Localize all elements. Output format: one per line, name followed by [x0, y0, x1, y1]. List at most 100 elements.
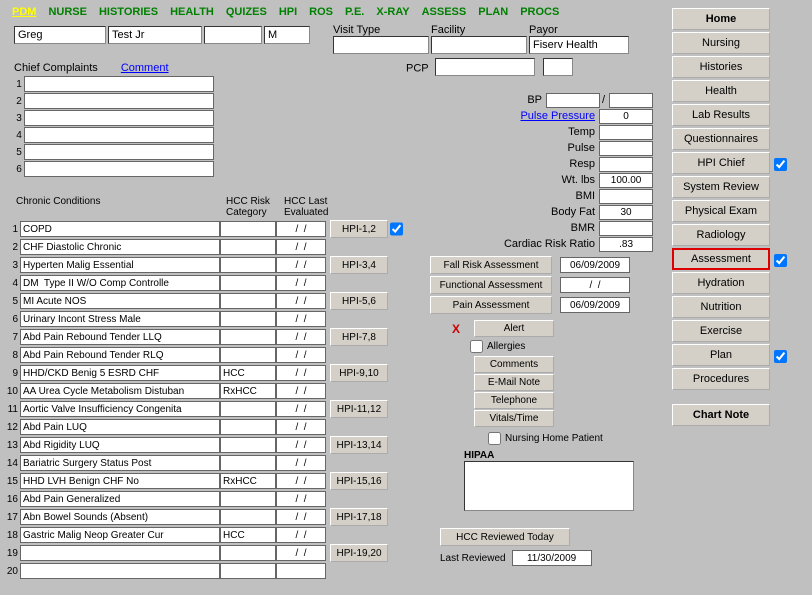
chronic-eval-12[interactable] — [276, 419, 326, 435]
comm-btn-alert[interactable]: Alert — [474, 320, 554, 337]
chronic-cond-17[interactable] — [20, 509, 220, 525]
chronic-cond-20[interactable] — [20, 563, 220, 579]
vital-input-5[interactable] — [599, 173, 653, 188]
rightbar-system-review[interactable]: System Review — [672, 176, 770, 198]
chronic-hcc-7[interactable] — [220, 329, 276, 345]
assess-btn-0[interactable]: Fall Risk Assessment — [430, 256, 552, 274]
rightbar-procedures[interactable]: Procedures — [672, 368, 770, 390]
chronic-hcc-15[interactable] — [220, 473, 276, 489]
chronic-hcc-12[interactable] — [220, 419, 276, 435]
rightbar-chart-note[interactable]: Chart Note — [672, 404, 770, 426]
rightbar-nursing[interactable]: Nursing — [672, 32, 770, 54]
hpi-button-HPI-11,12[interactable]: HPI-11,12 — [330, 400, 388, 418]
assess-date-1[interactable] — [560, 277, 630, 293]
chronic-eval-10[interactable] — [276, 383, 326, 399]
chronic-cond-16[interactable] — [20, 491, 220, 507]
payor[interactable] — [529, 36, 629, 54]
assess-date-2[interactable] — [560, 297, 630, 313]
patient-last[interactable] — [108, 26, 202, 44]
nav-plan[interactable]: PLAN — [474, 4, 512, 20]
nav-histories[interactable]: HISTORIES — [95, 4, 162, 20]
rightbar-chk-10[interactable] — [774, 254, 787, 267]
hpi-button-HPI-19,20[interactable]: HPI-19,20 — [330, 544, 388, 562]
chronic-hcc-20[interactable] — [220, 563, 276, 579]
chronic-cond-4[interactable] — [20, 275, 220, 291]
chronic-eval-11[interactable] — [276, 401, 326, 417]
chronic-cond-3[interactable] — [20, 257, 220, 273]
chronic-cond-2[interactable] — [20, 239, 220, 255]
chronic-eval-4[interactable] — [276, 275, 326, 291]
chronic-hcc-11[interactable] — [220, 401, 276, 417]
chronic-eval-3[interactable] — [276, 257, 326, 273]
chronic-hcc-4[interactable] — [220, 275, 276, 291]
vital-input-3[interactable] — [599, 141, 653, 156]
chronic-hcc-16[interactable] — [220, 491, 276, 507]
chronic-eval-9[interactable] — [276, 365, 326, 381]
vital-input-6[interactable] — [599, 189, 653, 204]
comm-btn-1[interactable]: Comments — [474, 356, 554, 373]
patient-sex[interactable] — [264, 26, 310, 44]
comm-btn-2[interactable]: E-Mail Note — [474, 374, 554, 391]
nav-health[interactable]: HEALTH — [166, 4, 218, 20]
chronic-cond-6[interactable] — [20, 311, 220, 327]
chronic-eval-20[interactable] — [276, 563, 326, 579]
hpi-button-HPI-15,16[interactable]: HPI-15,16 — [330, 472, 388, 490]
comm-btn-4[interactable]: Vitals/Time — [474, 410, 554, 427]
hpi-button-HPI-3,4[interactable]: HPI-3,4 — [330, 256, 388, 274]
last-reviewed-date[interactable] — [512, 550, 592, 566]
chronic-cond-14[interactable] — [20, 455, 220, 471]
chronic-hcc-3[interactable] — [220, 257, 276, 273]
chronic-hcc-13[interactable] — [220, 437, 276, 453]
chronic-eval-17[interactable] — [276, 509, 326, 525]
chronic-cond-11[interactable] — [20, 401, 220, 417]
rightbar-home[interactable]: Home — [672, 8, 770, 30]
hpi-button-HPI-5,6[interactable]: HPI-5,6 — [330, 292, 388, 310]
chronic-hcc-10[interactable] — [220, 383, 276, 399]
rightbar-chk-14[interactable] — [774, 350, 787, 363]
rightbar-assessment[interactable]: Assessment — [672, 248, 770, 270]
nav-assess[interactable]: ASSESS — [418, 4, 471, 20]
hpi-button-HPI-1,2[interactable]: HPI-1,2 — [330, 220, 388, 238]
rightbar-histories[interactable]: Histories — [672, 56, 770, 78]
vital-input-7[interactable] — [599, 205, 653, 220]
chronic-cond-18[interactable] — [20, 527, 220, 543]
pcp-input[interactable] — [435, 58, 535, 76]
assess-btn-1[interactable]: Functional Assessment — [430, 276, 552, 294]
rightbar-health[interactable]: Health — [672, 80, 770, 102]
rightbar-lab-results[interactable]: Lab Results — [672, 104, 770, 126]
rightbar-hpi-chief[interactable]: HPI Chief — [672, 152, 770, 174]
chronic-cond-13[interactable] — [20, 437, 220, 453]
rightbar-hydration[interactable]: Hydration — [672, 272, 770, 294]
chronic-eval-18[interactable] — [276, 527, 326, 543]
rightbar-plan[interactable]: Plan — [672, 344, 770, 366]
hcc-reviewed-button[interactable]: HCC Reviewed Today — [440, 528, 570, 546]
vital-input-4[interactable] — [599, 157, 653, 172]
rightbar-nutrition[interactable]: Nutrition — [672, 296, 770, 318]
complaint-input-4[interactable] — [24, 127, 214, 143]
patient-first[interactable] — [14, 26, 106, 44]
complaint-input-1[interactable] — [24, 76, 214, 92]
chronic-hcc-17[interactable] — [220, 509, 276, 525]
vital-input-0[interactable] — [546, 93, 600, 108]
assess-date-0[interactable] — [560, 257, 630, 273]
visit-type[interactable] — [333, 36, 429, 54]
vital-input-2[interactable] — [599, 125, 653, 140]
rightbar-radiology[interactable]: Radiology — [672, 224, 770, 246]
chronic-hcc-14[interactable] — [220, 455, 276, 471]
chronic-hcc-2[interactable] — [220, 239, 276, 255]
allergies-checkbox[interactable] — [470, 340, 483, 353]
assess-btn-2[interactable]: Pain Assessment — [430, 296, 552, 314]
chronic-hcc-18[interactable] — [220, 527, 276, 543]
nav-x-ray[interactable]: X-RAY — [372, 4, 413, 20]
nav-procs[interactable]: PROCS — [516, 4, 563, 20]
complaint-input-5[interactable] — [24, 144, 214, 160]
chronic-eval-2[interactable] — [276, 239, 326, 255]
nav-pdm[interactable]: PDM — [8, 4, 40, 20]
chronic-eval-1[interactable] — [276, 221, 326, 237]
hpi-button-HPI-13,14[interactable]: HPI-13,14 — [330, 436, 388, 454]
rightbar-chk-6[interactable] — [774, 158, 787, 171]
nav-ros[interactable]: ROS — [305, 4, 337, 20]
pcp-input-2[interactable] — [543, 58, 573, 76]
chronic-cond-9[interactable] — [20, 365, 220, 381]
hpi-button-HPI-9,10[interactable]: HPI-9,10 — [330, 364, 388, 382]
